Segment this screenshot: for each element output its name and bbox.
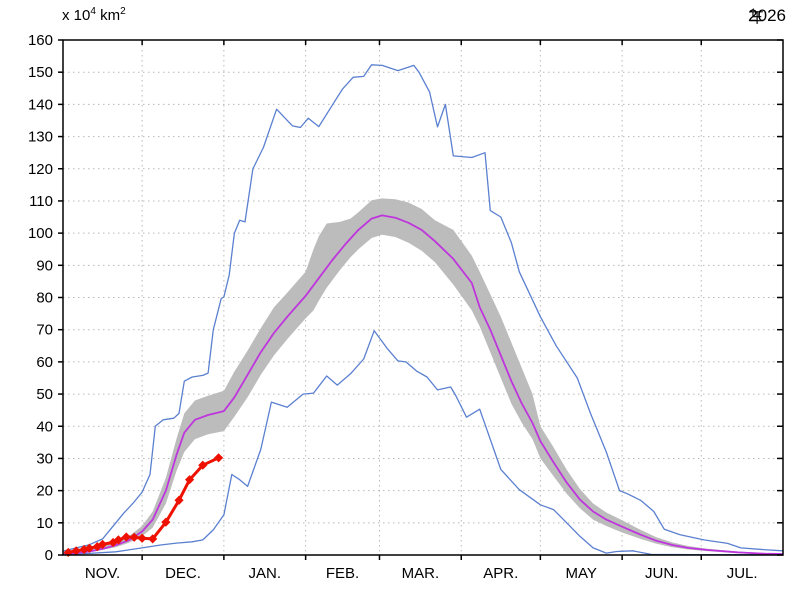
y-tick-label-130: 130	[28, 129, 53, 146]
month-label-MAY: MAY	[566, 565, 597, 582]
month-label-FEB: FEB.	[326, 565, 359, 582]
y-tick-label-120: 120	[28, 161, 53, 178]
y-tick-label-10: 10	[36, 515, 53, 532]
minimum-line	[62, 330, 783, 556]
normal-mean-line	[62, 214, 784, 555]
month-label-DEC: DEC.	[165, 565, 201, 582]
month-label-JUN: JUN.	[645, 565, 678, 582]
month-label-APR: APR.	[483, 565, 518, 582]
month-label-MAR: MAR.	[402, 565, 440, 582]
y-tick-label-60: 60	[36, 354, 53, 371]
y-tick-label-150: 150	[28, 64, 53, 81]
y-tick-label-70: 70	[36, 322, 53, 339]
month-label-JAN: JAN.	[249, 565, 282, 582]
y-tick-label-110: 110	[29, 193, 53, 210]
y-unit-prefix: x 10	[62, 7, 91, 24]
y-unit-mid: km	[95, 7, 121, 24]
y-tick-label-50: 50	[36, 386, 53, 403]
y-tick-label-30: 30	[36, 450, 53, 467]
y-unit-exponent: 4	[90, 6, 96, 17]
chart-title: 2026	[748, 6, 786, 26]
y-unit-exponent2: 2	[120, 6, 126, 17]
y-tick-label-100: 100	[28, 225, 53, 242]
y-tick-label-90: 90	[36, 257, 53, 274]
kanji-year-glyph	[749, 8, 764, 24]
y-tick-label-80: 80	[36, 290, 53, 307]
normal-range-band	[63, 198, 783, 555]
y-tick-label-160: 160	[28, 32, 53, 49]
month-label-NOV: NOV.	[85, 565, 120, 582]
y-axis-unit-label: x 104 km2	[62, 6, 126, 24]
y-tick-label-40: 40	[36, 418, 53, 435]
y-tick-label-20: 20	[36, 483, 53, 500]
maximum-line	[62, 64, 784, 552]
y-tick-label-0: 0	[45, 547, 53, 564]
month-label-JUL: JUL.	[727, 565, 758, 582]
y-tick-label-140: 140	[28, 96, 53, 113]
observed-2026-markers	[63, 453, 224, 558]
